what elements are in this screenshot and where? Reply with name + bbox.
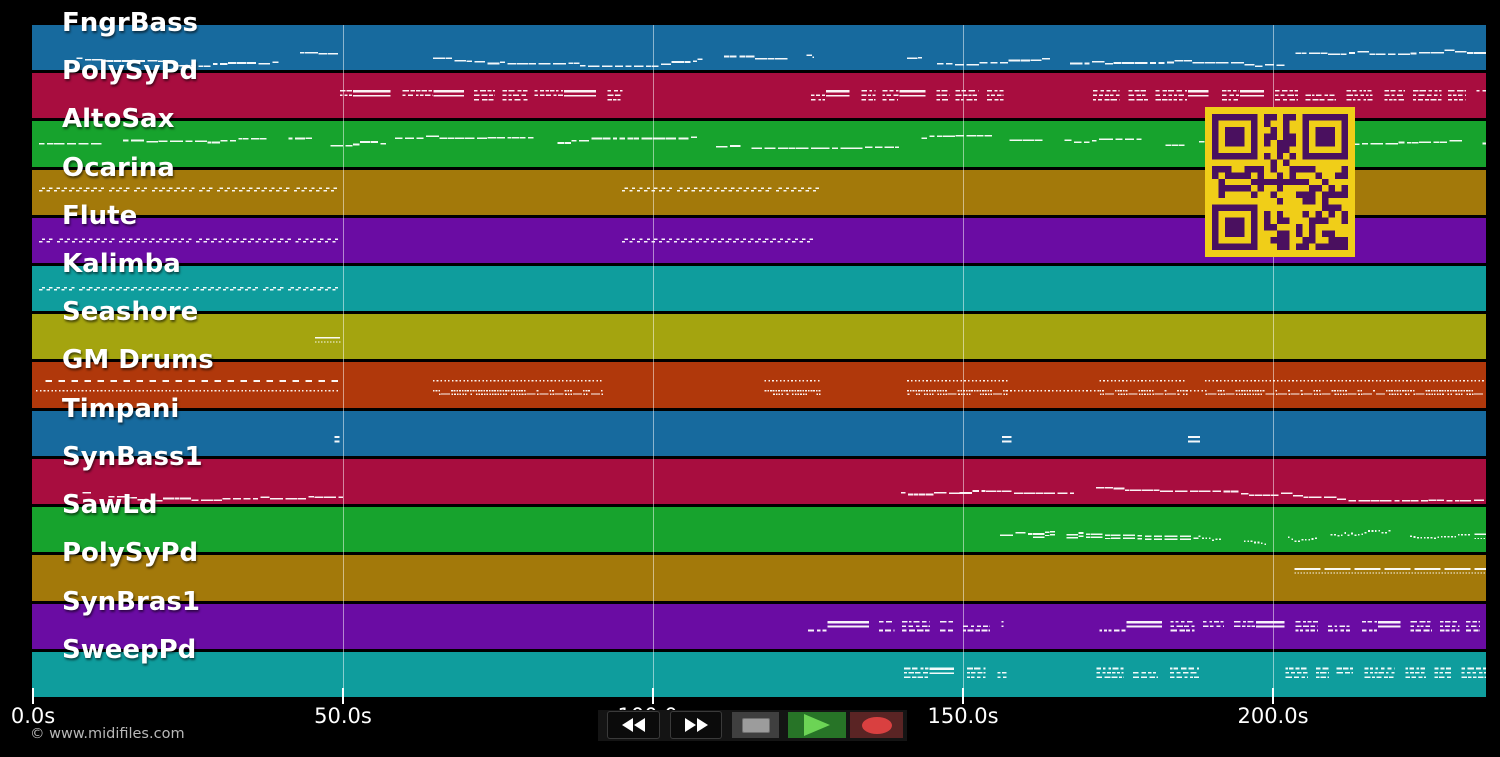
timeline-tick [1272, 688, 1274, 704]
gridline [343, 25, 344, 700]
rewind-icon [622, 718, 645, 732]
gridline [653, 25, 654, 700]
timeline-tick [962, 688, 964, 704]
track-band [32, 555, 1486, 601]
track-label: Flute [62, 200, 138, 231]
stop-icon [741, 717, 770, 733]
track-label: Ocarina [62, 152, 175, 183]
track-label: SawLd [62, 490, 158, 521]
stop-button[interactable] [732, 712, 779, 738]
track-label: Seashore [62, 297, 199, 328]
track-label: AltoSax [62, 104, 175, 135]
track-band [32, 410, 1486, 456]
tick-label: 0.0s [10, 704, 56, 728]
timeline-tick [342, 688, 344, 704]
track-label: Kalimba [62, 249, 181, 280]
gridline [1273, 25, 1274, 700]
track-band [32, 651, 1486, 697]
track-band [32, 314, 1486, 360]
transport-bar [598, 710, 907, 741]
record-icon [861, 716, 892, 734]
track-label: SynBass1 [62, 441, 203, 472]
tick-label: 50.0s [314, 704, 372, 728]
rewind-button[interactable] [607, 711, 660, 739]
notes-layer [36, 49, 1486, 679]
tick-label: 200.0s [1237, 704, 1309, 728]
track-label: PolySyPd [62, 56, 199, 87]
track-band [32, 362, 1486, 408]
timeline-tick [32, 688, 34, 704]
track-label: SweepPd [62, 634, 197, 665]
track-label: GM Drums [62, 345, 214, 376]
track-label: FngrBass [62, 8, 199, 38]
tick-label: 150.0s [927, 704, 999, 728]
qr-modules [1212, 114, 1348, 250]
timeline-tick [652, 688, 654, 704]
track-label: Timpani [62, 393, 180, 424]
play-icon [804, 714, 830, 736]
play-button[interactable] [788, 712, 846, 738]
record-button[interactable] [850, 712, 903, 738]
track-band [32, 458, 1486, 505]
track-band [32, 507, 1486, 553]
fast-forward-icon [684, 718, 708, 732]
track-band [32, 266, 1486, 312]
watermark: © www.midifiles.com [30, 726, 185, 742]
gridline [963, 25, 964, 700]
qr-code [1205, 107, 1355, 257]
track-label: PolySyPd [62, 538, 199, 569]
track-label: SynBras1 [62, 586, 200, 617]
fast-forward-button[interactable] [670, 711, 722, 739]
